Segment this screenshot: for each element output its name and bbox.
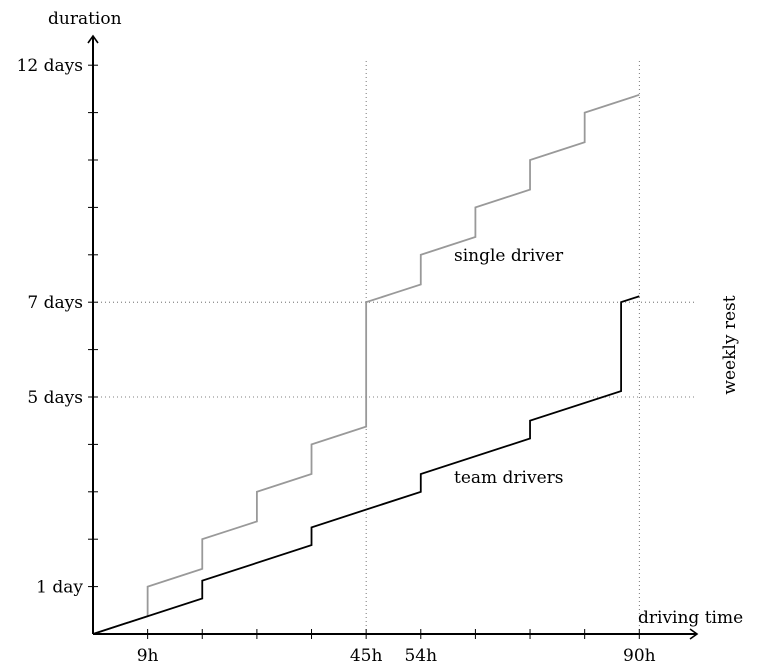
series-label-team-drivers: team drivers [454, 468, 564, 488]
weekly-rest-annotation: weekly rest [720, 295, 740, 394]
x-tick-label: 54h [404, 646, 437, 666]
series-line-team-drivers [92, 295, 640, 635]
series-label-single-driver: single driver [454, 246, 564, 266]
y-tick-label: 12 days [17, 56, 83, 76]
x-tick-label: 9h [137, 646, 159, 666]
x-axis-arrow [689, 628, 699, 640]
reference-lines [93, 60, 697, 634]
y-tick-label: 1 day [36, 578, 83, 598]
tick-labels: 9h 45h 54h 90h 1 day 5 days 7 days 12 days [17, 56, 656, 666]
x-tick-label: 90h [623, 646, 656, 666]
axes [87, 34, 699, 640]
y-axis-arrow [87, 34, 99, 44]
x-tick-label: 45h [350, 646, 383, 666]
y-tick-label: 7 days [27, 293, 83, 313]
y-tick-label: 5 days [27, 388, 83, 408]
ticks [88, 64, 640, 639]
x-axis-label: driving time [638, 608, 743, 628]
series-layer [92, 93, 640, 635]
y-axis-label: duration [48, 9, 122, 29]
series-line-single-driver [92, 93, 640, 635]
